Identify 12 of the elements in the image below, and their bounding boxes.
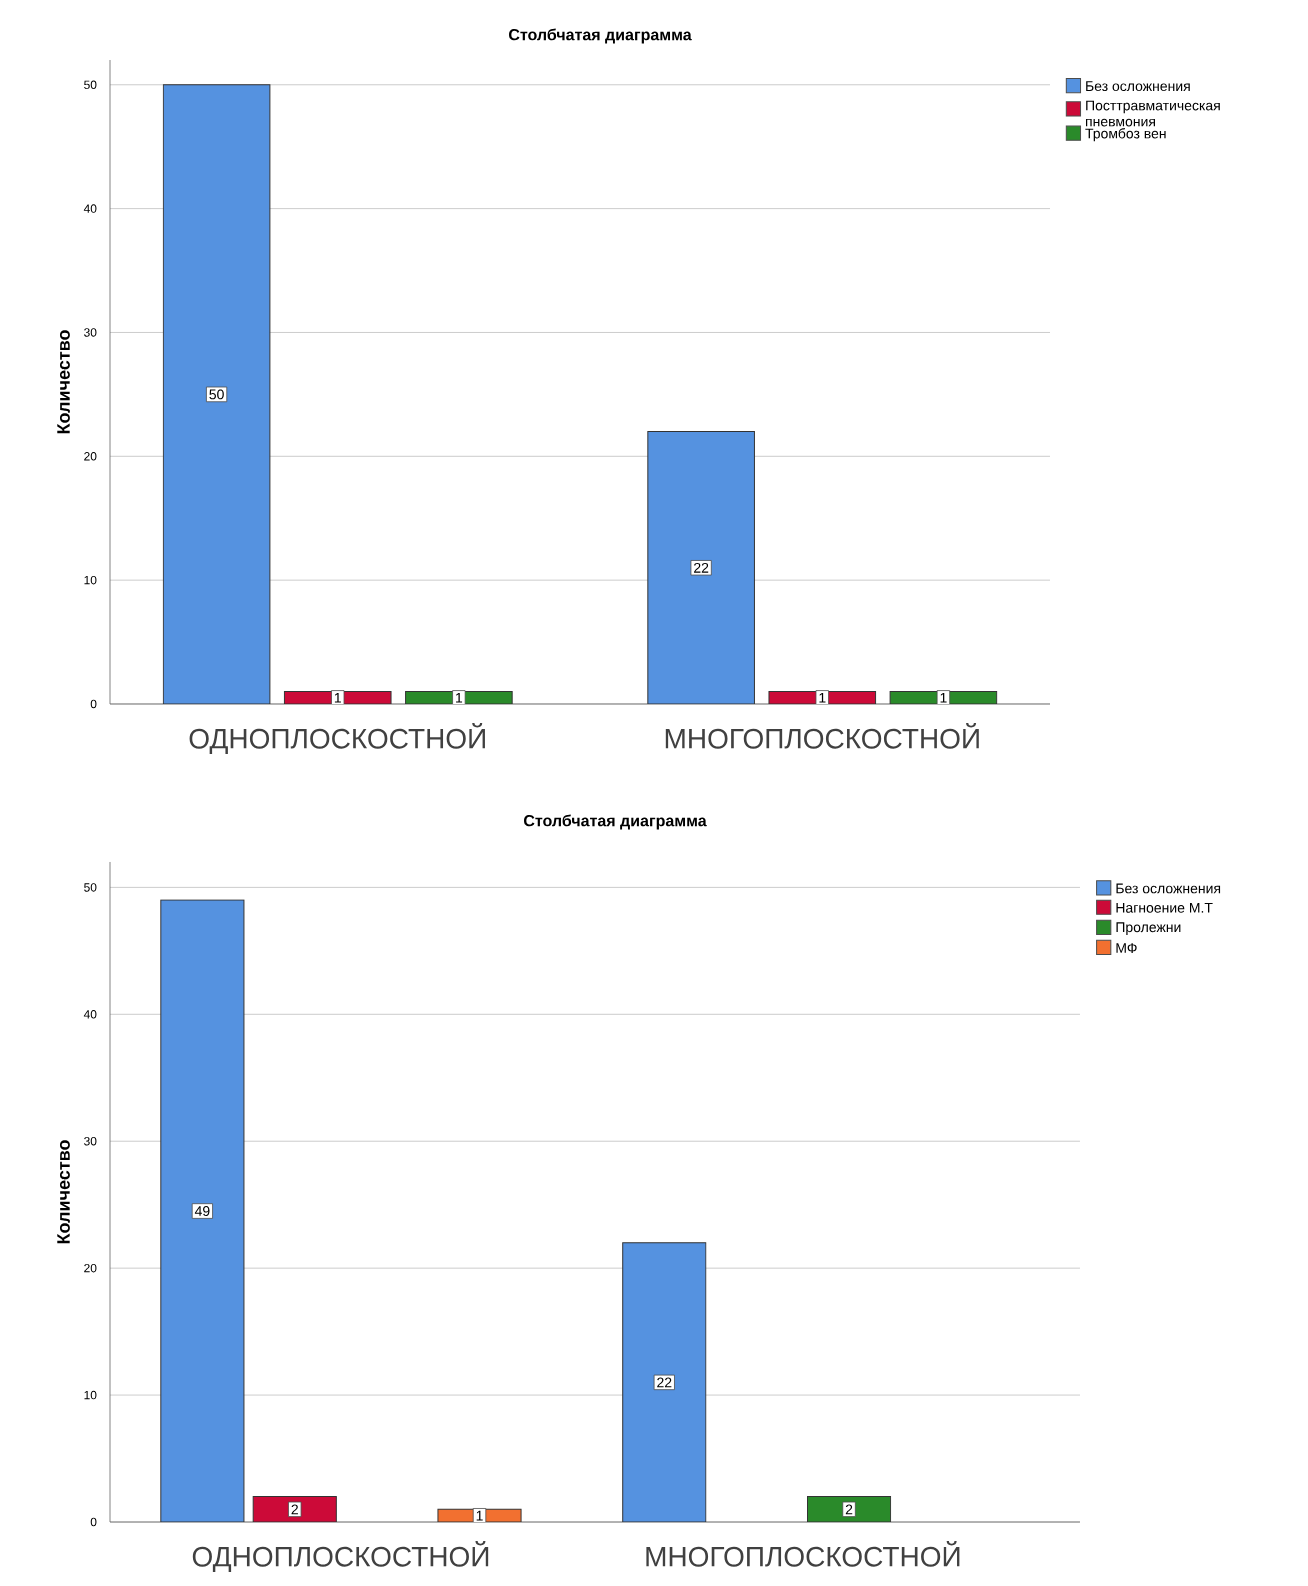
x-tick-label: ОДНОПЛОСКОСТНОЙ xyxy=(192,1541,489,1572)
y-axis-title: Количество xyxy=(57,1140,70,1244)
y-axis-title: Количество xyxy=(57,330,70,434)
bar xyxy=(162,84,271,704)
bar xyxy=(622,1242,707,1522)
chart-title: Столбчатая диаграмма xyxy=(509,28,692,44)
bar xyxy=(647,431,755,704)
x-tick-label: МНОГОПЛОСКОСТНОЙ xyxy=(665,723,979,749)
bar xyxy=(160,899,245,1522)
chart-title: Столбчатая диаграмма xyxy=(524,814,707,830)
x-tick-label: МНОГОПЛОСКОСТНОЙ xyxy=(646,1541,960,1567)
x-tick-label: ОДНОПЛОСКОСТНОЙ xyxy=(189,723,485,754)
